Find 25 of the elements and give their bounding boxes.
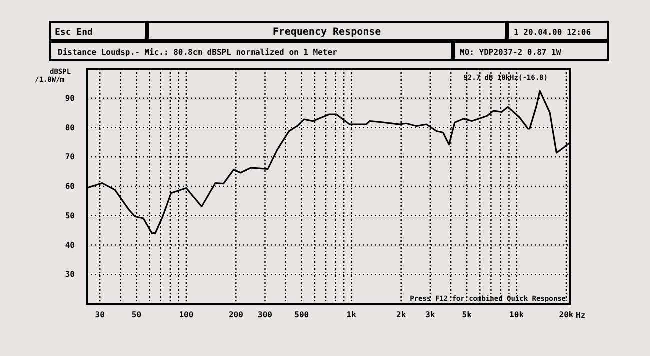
y-tick-label: 40 [65, 240, 76, 250]
text: 1 20.04.00 12:06 [514, 28, 592, 37]
y-tick-label: 70 [65, 152, 76, 162]
y-tick-label: 60 [65, 182, 76, 192]
chart-title: Frequency Response [272, 27, 382, 38]
y-tick-label: 30 [65, 270, 76, 280]
text: M0: YDP2037-2 0.87 1W [460, 48, 562, 57]
y-tick-label: 80 [65, 123, 76, 132]
x-tick-label: 100 [179, 310, 194, 320]
x-tick-label: 30 [95, 310, 106, 320]
y-tick-label: 50 [65, 211, 76, 220]
x-tick-label: 200 [228, 310, 244, 320]
text: Esc End [55, 28, 93, 38]
x-axis-title: Hz [576, 311, 586, 320]
x-tick-label: 20k [559, 310, 574, 320]
y-tick-label: 90 [65, 94, 76, 103]
x-tick-label: 10k [510, 310, 524, 320]
x-tick-label: 5k [462, 310, 472, 320]
x-tick-label: 300 [258, 310, 273, 320]
x-tick-label: 3k [426, 310, 436, 320]
chart-subtitle: Distance Loudsp.- Mic.: 80.8cm dBSPL normalized on 1 Meter [58, 48, 338, 57]
x-tick-label: 2k [396, 310, 406, 320]
x-tick-label: 50 [132, 310, 142, 320]
x-tick-label: 500 [294, 310, 310, 320]
x-tick-label: 1k [346, 310, 357, 320]
